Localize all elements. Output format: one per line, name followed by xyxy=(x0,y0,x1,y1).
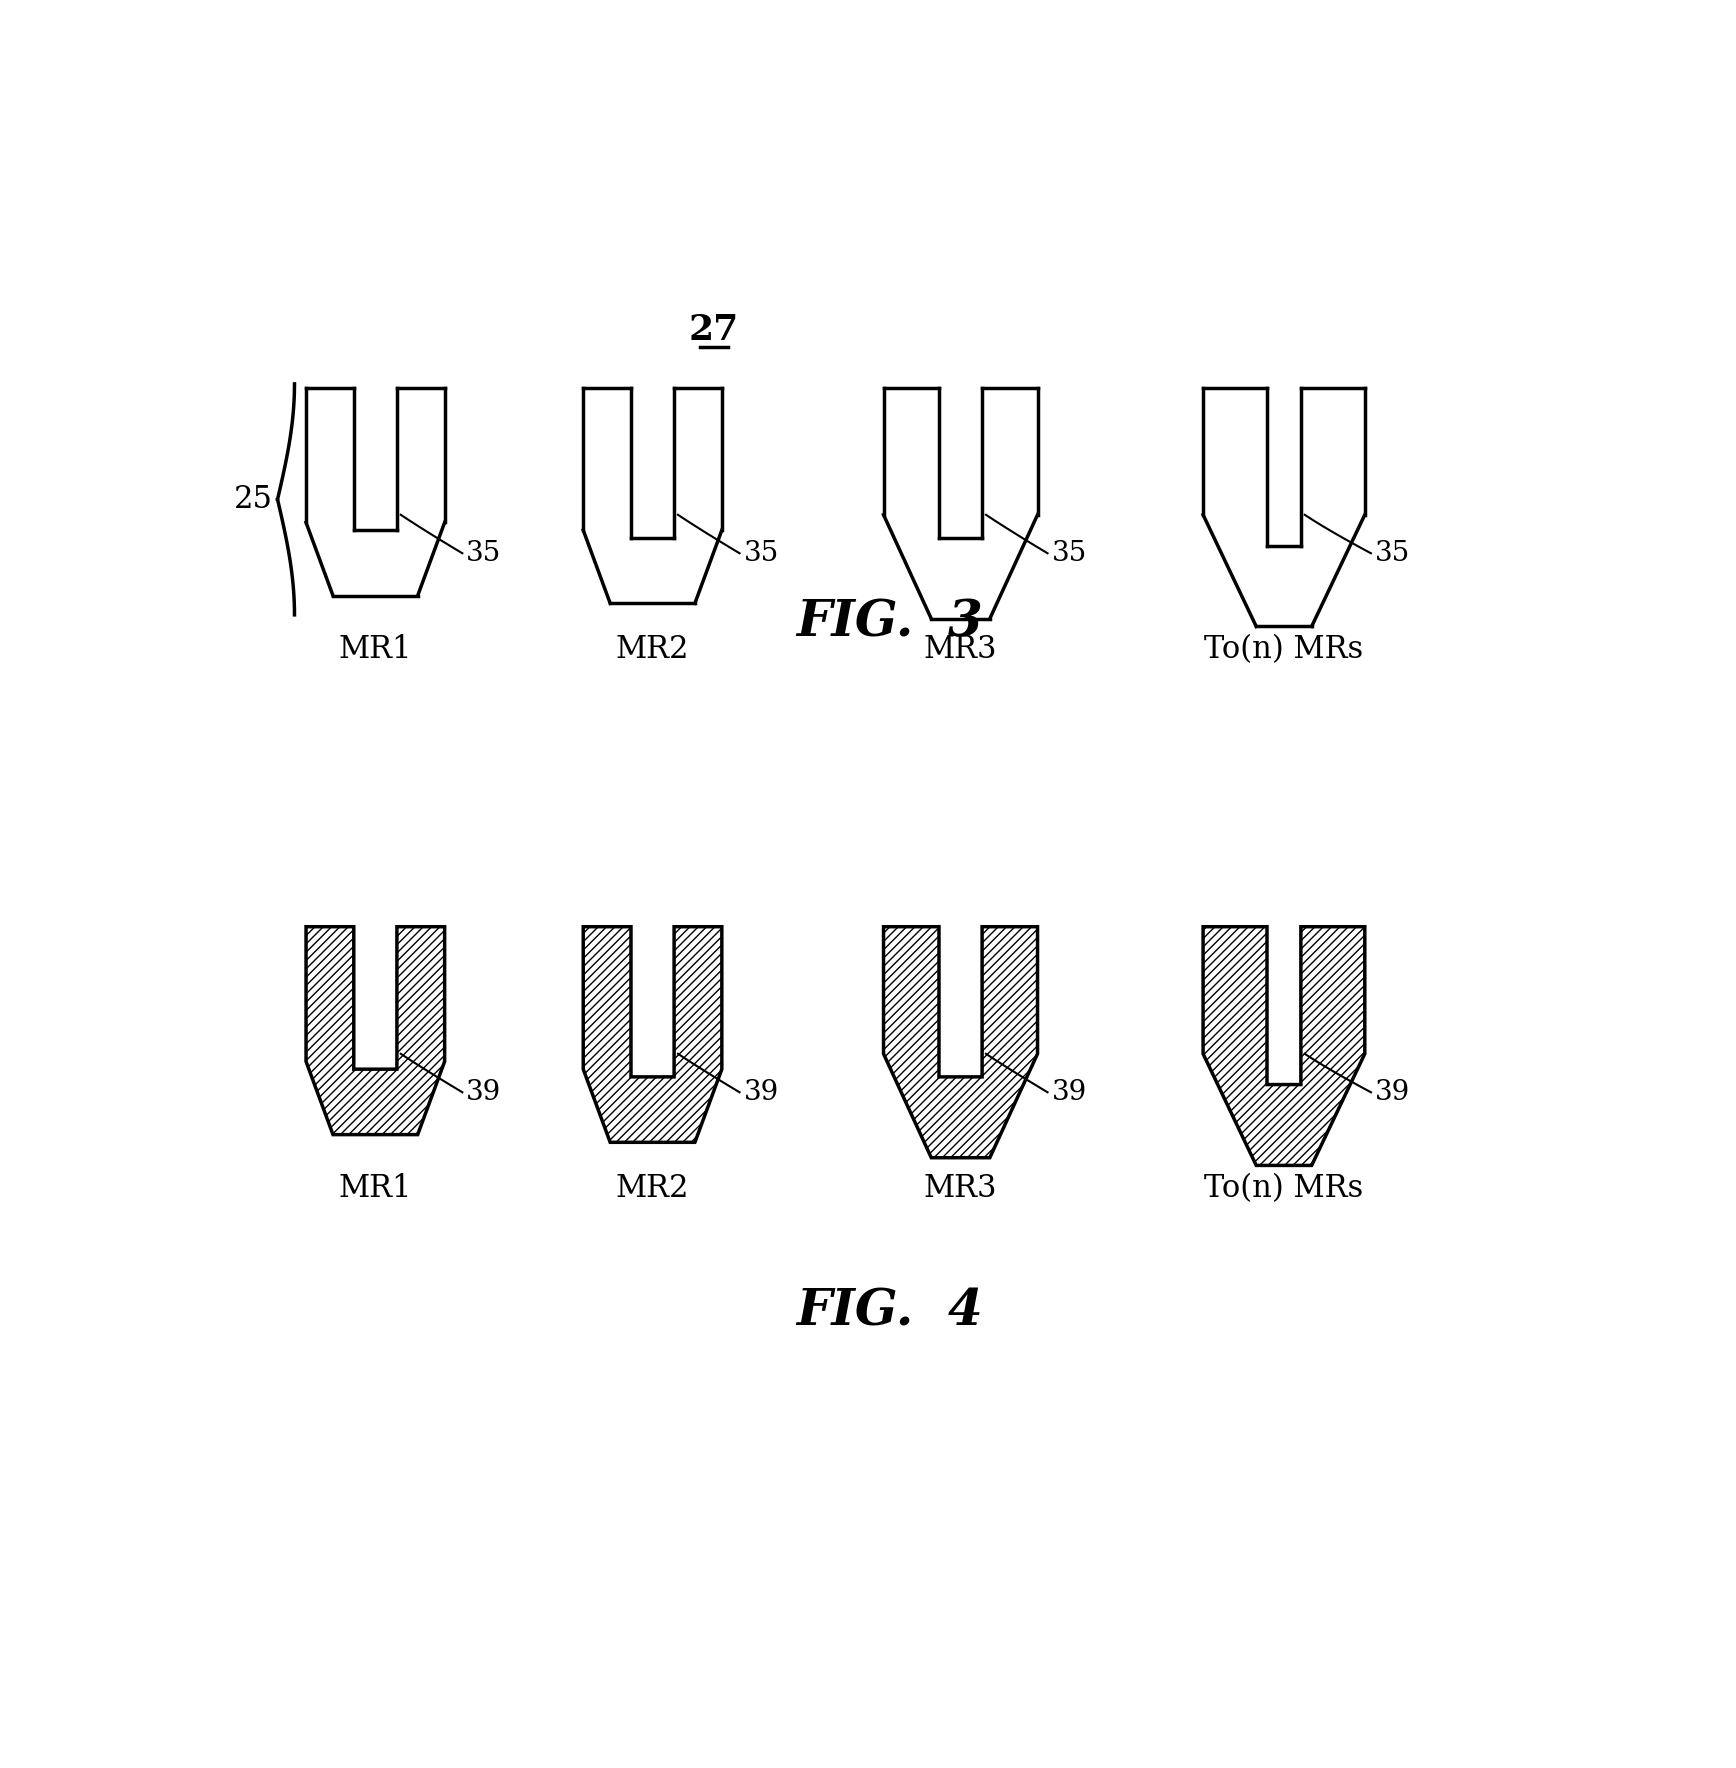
Text: FIG.  4: FIG. 4 xyxy=(797,1287,983,1337)
Text: 35: 35 xyxy=(1052,539,1087,568)
Text: MR3: MR3 xyxy=(924,1172,996,1204)
Polygon shape xyxy=(1203,926,1364,1165)
Text: MR1: MR1 xyxy=(339,635,411,665)
Text: 39: 39 xyxy=(467,1078,502,1105)
Text: 25: 25 xyxy=(234,484,273,514)
Text: MR3: MR3 xyxy=(924,635,996,665)
Text: 27: 27 xyxy=(689,313,740,347)
Text: 35: 35 xyxy=(743,539,779,568)
Text: MR1: MR1 xyxy=(339,1172,411,1204)
Polygon shape xyxy=(884,926,1038,1158)
Text: 35: 35 xyxy=(467,539,502,568)
Text: 39: 39 xyxy=(743,1078,779,1105)
Text: To(n) MRs: To(n) MRs xyxy=(1205,635,1363,665)
Text: MR2: MR2 xyxy=(616,635,689,665)
Polygon shape xyxy=(583,926,722,1142)
Text: 35: 35 xyxy=(1375,539,1410,568)
Text: To(n) MRs: To(n) MRs xyxy=(1205,1172,1363,1204)
Text: 39: 39 xyxy=(1375,1078,1410,1105)
Polygon shape xyxy=(306,926,444,1135)
Text: MR2: MR2 xyxy=(616,1172,689,1204)
Text: FIG.  3: FIG. 3 xyxy=(797,598,983,647)
Text: 39: 39 xyxy=(1052,1078,1087,1105)
